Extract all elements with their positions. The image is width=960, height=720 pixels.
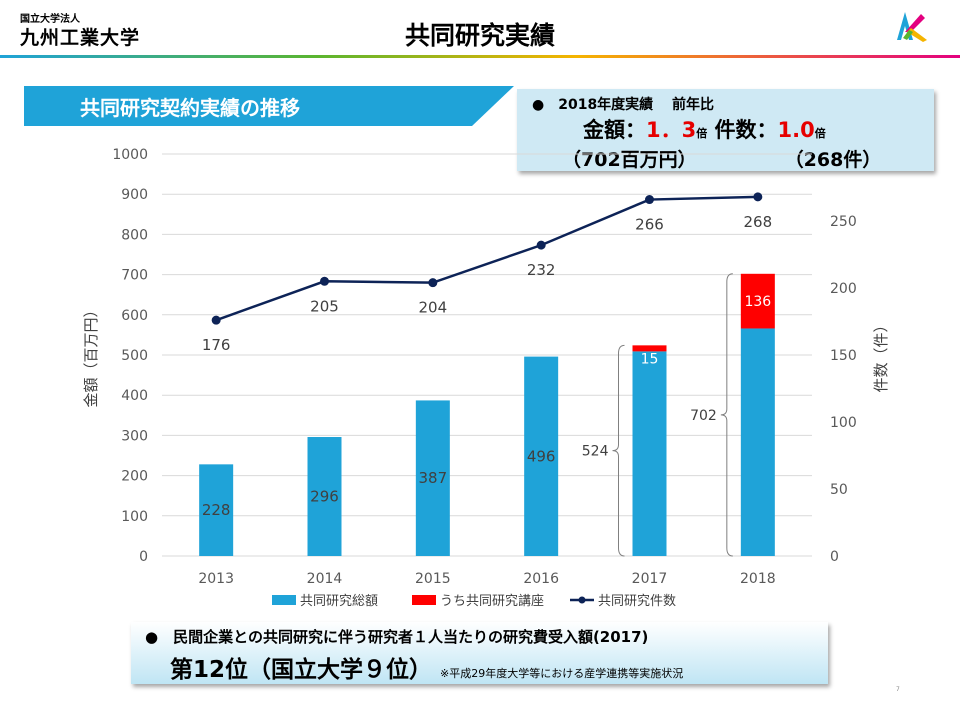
- count-data-label: 205: [310, 297, 339, 315]
- y-axis-label: 金額（百万円）: [82, 302, 100, 407]
- section-banner: [24, 86, 514, 126]
- lecture-data-label: 136: [744, 294, 771, 310]
- y-tick-label: 800: [121, 227, 148, 243]
- count-point: [428, 278, 438, 288]
- count-point: [211, 315, 221, 325]
- bar-total: [740, 328, 775, 556]
- count-ratio: 1.0: [777, 118, 815, 142]
- count-data-label: 266: [635, 216, 664, 234]
- count-line: [215, 195, 758, 322]
- bar-series: 228 296 387 496 15 136: [199, 273, 775, 556]
- total-value-label: 702: [690, 408, 717, 424]
- x-tick-label: 2015: [415, 571, 451, 587]
- chart-gridlines: [162, 153, 812, 557]
- bar-lecture: [632, 345, 667, 352]
- count-data-label: 204: [419, 299, 448, 317]
- bar-lecture: [740, 273, 775, 329]
- y2-tick-label: 150: [830, 348, 857, 364]
- ranking-heading: ● 民間企業との共同研究に伴う研究者１人当たりの研究費受入額(2017): [145, 628, 649, 646]
- amount-label: 金額：: [583, 118, 646, 142]
- bar-data-label: 228: [202, 501, 231, 519]
- stats-ratios: 金額：1．3倍 件数：1.0倍: [583, 114, 826, 144]
- count-data-label: 232: [527, 261, 556, 279]
- y-axis-ticks: 0 100 200 300 400 500 600 700 800 900 1000: [112, 147, 148, 565]
- ranking-result: 第12位（国立大学９位） ※平成29年度大学等における産学連携等実施状況: [170, 650, 683, 684]
- bar-total: [199, 464, 234, 556]
- ranking-callout: [131, 622, 828, 684]
- bar-data-label: 496: [527, 447, 556, 465]
- legend-marker-count: [578, 596, 586, 604]
- y-tick-label: 400: [121, 388, 148, 404]
- stats-heading: ● 2018年度実績 前年比: [532, 97, 715, 113]
- bar-data-label: 296: [310, 488, 339, 506]
- y-tick-label: 0: [139, 549, 148, 565]
- university-logo-text: 九州工業大学: [20, 27, 141, 49]
- stats-callout: [517, 89, 934, 171]
- chart-legend: 共同研究総額 うち共同研究講座 共同研究件数: [272, 593, 676, 609]
- legend-label-lecture: うち共同研究講座: [440, 593, 544, 609]
- y-tick-label: 300: [121, 428, 148, 444]
- header-divider: [0, 55, 960, 58]
- legend-label-total: 共同研究総額: [300, 594, 378, 609]
- y-tick-label: 200: [121, 469, 148, 485]
- x-tick-label: 2018: [740, 571, 776, 587]
- ranking-source-note: ※平成29年度大学等における産学連携等実施状況: [440, 667, 684, 680]
- section-banner-title: 共同研究契約実績の推移: [80, 96, 300, 120]
- y2-tick-label: 200: [830, 281, 857, 297]
- brand-mark-icon: [897, 12, 927, 42]
- y2-tick-label: 250: [830, 214, 857, 230]
- y2-tick-label: 100: [830, 415, 857, 431]
- count-line-series: 176 205 204 232 266 268: [202, 192, 772, 354]
- y2-tick-label: 0: [830, 549, 839, 565]
- count-point: [320, 276, 329, 286]
- ranking-rank: 第12位（国立大学９位）: [170, 657, 433, 683]
- bar-total: [415, 400, 450, 556]
- count-unit: 倍: [814, 127, 826, 140]
- y2-tick-label: 50: [830, 482, 848, 498]
- bar-total: [524, 356, 559, 556]
- bar-total: [307, 437, 342, 556]
- x-tick-label: 2016: [523, 571, 559, 587]
- y-tick-label: 500: [121, 348, 148, 364]
- x-tick-label: 2013: [198, 571, 234, 587]
- amount-ratio: 1．3: [646, 118, 697, 142]
- total-brace: [720, 273, 733, 557]
- count-label: 件数：: [714, 118, 778, 142]
- y-tick-label: 700: [121, 268, 148, 284]
- x-tick-label: 2017: [632, 571, 668, 587]
- page-title: 共同研究実績: [404, 21, 555, 50]
- count-point: [536, 240, 546, 250]
- x-axis-ticks: 2013 2014 2015 2016 2017 2018: [198, 571, 775, 587]
- y-tick-label: 1000: [112, 147, 148, 163]
- page-number: 7: [896, 686, 900, 693]
- bar-data-label: 387: [419, 469, 448, 487]
- count-data-label: 176: [202, 336, 231, 354]
- legend-swatch-lecture: [412, 595, 436, 605]
- y-tick-label: 600: [121, 308, 148, 324]
- legend-swatch-total: [272, 595, 296, 605]
- legend-label-count: 共同研究件数: [598, 594, 676, 609]
- total-value-label: 524: [582, 444, 609, 460]
- y2-axis-label: 件数（件）: [872, 317, 890, 392]
- count-point: [753, 192, 763, 202]
- y2-axis-ticks: 0 50 100 150 200 250: [830, 214, 857, 565]
- amount-unit: 倍: [696, 127, 708, 140]
- bar-total: [632, 351, 667, 556]
- count-point: [645, 195, 654, 205]
- total-brace: [612, 344, 625, 557]
- y-tick-label: 100: [121, 509, 148, 525]
- lecture-data-label: 15: [641, 351, 659, 367]
- university-subtitle: 国立大学法人: [20, 14, 80, 25]
- count-data-label: 268: [744, 213, 773, 231]
- y-tick-label: 900: [121, 187, 148, 203]
- x-tick-label: 2014: [307, 571, 343, 587]
